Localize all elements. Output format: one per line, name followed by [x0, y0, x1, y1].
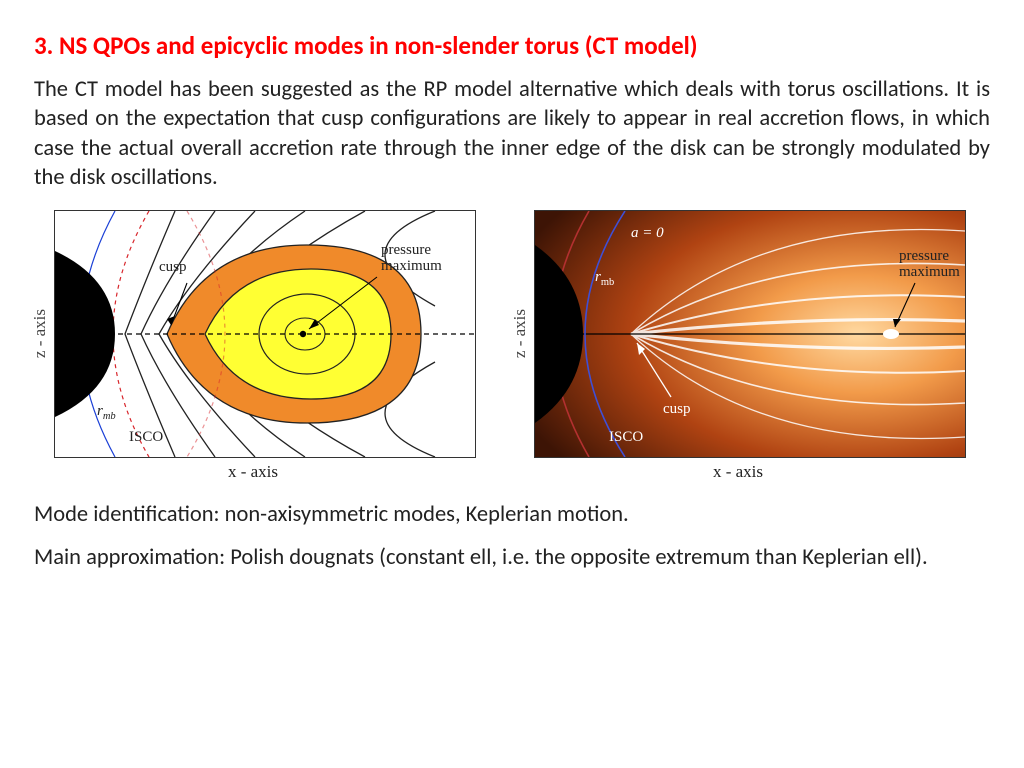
label-rmb-right: rmb — [595, 269, 614, 288]
figure-left: z - axis — [30, 210, 476, 482]
figure-right-ylabel: z - axis — [510, 309, 530, 358]
approximation-line: Main approximation: Polish dougnats (con… — [34, 543, 990, 572]
section-title: 3. NS QPOs and epicyclic modes in non-sl… — [34, 30, 990, 61]
label-isco-right: ISCO — [609, 429, 643, 446]
figure-right-plot: a = 0 rmb cusp ISCO pressure maximum — [534, 210, 966, 458]
mode-identification-line: Mode identification: non-axisymmetric mo… — [34, 500, 990, 529]
figure-left-xlabel: x - axis — [228, 462, 278, 482]
label-isco-left: ISCO — [129, 429, 163, 446]
label-pressure-left: pressure maximum — [381, 243, 475, 275]
label-cusp-right: cusp — [663, 401, 691, 418]
label-rmb-left: rmb — [97, 403, 116, 422]
figure-left-plot: cusp pressure maximum rmb ISCO — [54, 210, 476, 458]
label-pressure-right: pressure maximum — [899, 249, 965, 281]
figure-right-xlabel: x - axis — [713, 462, 763, 482]
intro-paragraph: The CT model has been suggested as the R… — [34, 75, 990, 192]
label-a0-right: a = 0 — [631, 225, 664, 242]
label-cusp-left: cusp — [159, 259, 187, 276]
figure-left-ylabel: z - axis — [30, 309, 50, 358]
figures-row: z - axis — [30, 210, 990, 482]
figure-right: z - axis — [510, 210, 966, 482]
